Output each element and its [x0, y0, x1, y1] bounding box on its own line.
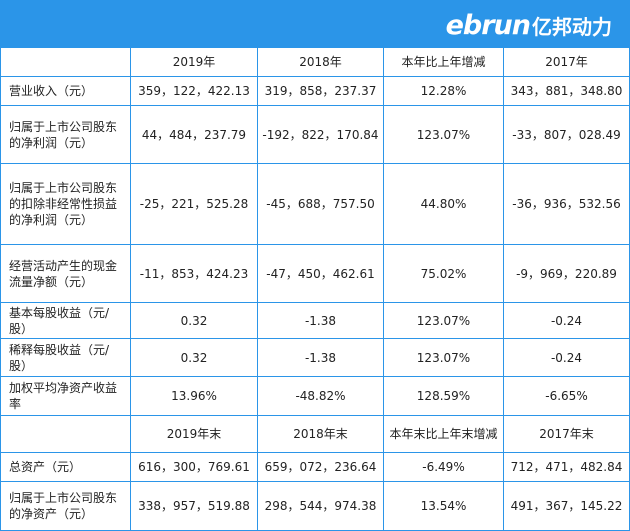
table-row-diluted-eps: 稀释每股收益（元/股） 0.32 -1.38 123.07% -0.24 — [0, 338, 630, 377]
row-label: 归属于上市公司股东的净利润（元） — [0, 105, 131, 164]
value-2017: 712，471，482.84 — [503, 452, 630, 482]
value-change: 123.07% — [383, 302, 504, 339]
header-cell-label — [0, 47, 131, 77]
table-row-net-profit: 归属于上市公司股东的净利润（元） 44，484，237.79 -192，822，… — [0, 105, 630, 164]
table-row-roe: 加权平均净资产收益率 13.96% -48.82% 128.59% -6.65% — [0, 376, 630, 416]
header-cell-2019-end: 2019年末 — [130, 415, 258, 453]
row-label: 总资产（元） — [0, 452, 131, 482]
value-2019: 13.96% — [130, 376, 258, 416]
value-2018: 298，544，974.38 — [257, 481, 384, 531]
value-change: 13.54% — [383, 481, 504, 531]
value-2017: -33，807，028.49 — [503, 105, 630, 164]
table-row-net-profit-deducted: 归属于上市公司股东的扣除非经常性损益的净利润（元） -25，221，525.28… — [0, 163, 630, 245]
row-label: 基本每股收益（元/股） — [0, 302, 131, 339]
value-2018: -1.38 — [257, 338, 384, 377]
table-row-revenue: 营业收入（元） 359，122，422.13 319，858，237.37 12… — [0, 76, 630, 106]
row-label: 营业收入（元） — [0, 76, 131, 106]
value-2019: -25，221，525.28 — [130, 163, 258, 245]
row-label: 加权平均净资产收益率 — [0, 376, 131, 416]
value-2019: 0.32 — [130, 302, 258, 339]
header-cell-change-end: 本年末比上年末增减 — [383, 415, 504, 453]
value-2018: -47，450，462.61 — [257, 244, 384, 303]
value-change: 12.28% — [383, 76, 504, 106]
header-row: 2019年 2018年 本年比上年增减 2017年 — [0, 47, 630, 77]
header-cell-2018-end: 2018年末 — [257, 415, 384, 453]
value-2017: -6.65% — [503, 376, 630, 416]
value-change: 128.59% — [383, 376, 504, 416]
value-2019: 338，957，519.88 — [130, 481, 258, 531]
value-2017: -9，969，220.89 — [503, 244, 630, 303]
value-change: 123.07% — [383, 338, 504, 377]
header-cell-2017: 2017年 — [503, 47, 630, 77]
value-2019: 44，484，237.79 — [130, 105, 258, 164]
financial-table: 2019年 2018年 本年比上年增减 2017年 营业收入（元） 359，12… — [0, 47, 630, 531]
value-2019: 616，300，769.61 — [130, 452, 258, 482]
row-label: 归属于上市公司股东的净资产（元） — [0, 481, 131, 531]
value-2017: -0.24 — [503, 302, 630, 339]
brand-logo-chinese: 亿邦动力 — [532, 14, 612, 39]
value-2018: 319，858，237.37 — [257, 76, 384, 106]
row-label: 经营活动产生的现金流量净额（元） — [0, 244, 131, 303]
value-2018: 659，072，236.64 — [257, 452, 384, 482]
value-2019: -11，853，424.23 — [130, 244, 258, 303]
value-2018: -48.82% — [257, 376, 384, 416]
row-label: 归属于上市公司股东的扣除非经常性损益的净利润（元） — [0, 163, 131, 245]
value-2017: 343，881，348.80 — [503, 76, 630, 106]
table-row-total-assets: 总资产（元） 616，300，769.61 659，072，236.64 -6.… — [0, 452, 630, 482]
header-cell-2019: 2019年 — [130, 47, 258, 77]
value-change: 75.02% — [383, 244, 504, 303]
value-2017: 491，367，145.22 — [503, 481, 630, 531]
value-change: 44.80% — [383, 163, 504, 245]
header-bar: ebrun 亿邦动力 — [0, 0, 630, 47]
value-2019: 0.32 — [130, 338, 258, 377]
value-2018: -1.38 — [257, 302, 384, 339]
header-cell-change: 本年比上年增减 — [383, 47, 504, 77]
value-change: -6.49% — [383, 452, 504, 482]
header-cell-2018: 2018年 — [257, 47, 384, 77]
value-2018: -45，688，757.50 — [257, 163, 384, 245]
value-2017: -0.24 — [503, 338, 630, 377]
brand-logo-latin: ebrun — [445, 9, 531, 41]
table-row-basic-eps: 基本每股收益（元/股） 0.32 -1.38 123.07% -0.24 — [0, 302, 630, 339]
brand-logo: ebrun 亿邦动力 — [446, 5, 612, 45]
header-row-year-end: 2019年末 2018年末 本年末比上年末增减 2017年末 — [0, 415, 630, 453]
table-row-operating-cash-flow: 经营活动产生的现金流量净额（元） -11，853，424.23 -47，450，… — [0, 244, 630, 303]
header-cell-label — [0, 415, 131, 453]
table-row-net-assets: 归属于上市公司股东的净资产（元） 338，957，519.88 298，544，… — [0, 481, 630, 531]
header-cell-2017-end: 2017年末 — [503, 415, 630, 453]
value-2018: -192，822，170.84 — [257, 105, 384, 164]
row-label: 稀释每股收益（元/股） — [0, 338, 131, 377]
value-2019: 359，122，422.13 — [130, 76, 258, 106]
value-2017: -36，936，532.56 — [503, 163, 630, 245]
value-change: 123.07% — [383, 105, 504, 164]
